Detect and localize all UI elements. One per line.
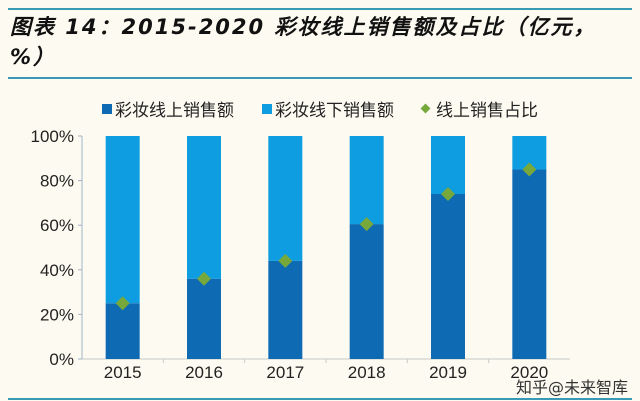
legend-label: 线上销售占比: [436, 101, 538, 121]
x-tick-label: 2016: [185, 363, 223, 382]
y-tick-label: 40%: [40, 261, 74, 280]
legend-item-offline: 彩妆线下销售额: [262, 96, 394, 121]
bar-online: [431, 193, 465, 359]
share-marker: [115, 296, 130, 311]
bar-online: [187, 278, 221, 359]
bar-offline: [431, 136, 465, 194]
legend-item-online: 彩妆线上销售额: [102, 96, 234, 121]
share-marker: [359, 217, 374, 232]
bottom-rule: [8, 398, 632, 400]
watermark: 知乎@未来智库: [515, 378, 628, 397]
title-top-rule: [8, 8, 632, 10]
x-tick-label: 2019: [429, 363, 467, 382]
chart-title: 图表 14：2015-2020 彩妆线上销售额及占比（亿元，%）: [10, 15, 597, 69]
legend-label: 彩妆线下销售额: [275, 101, 394, 121]
legend-swatch-offline: [262, 103, 272, 114]
bar-online: [268, 260, 303, 359]
bar-offline: [187, 136, 221, 279]
share-marker: [441, 186, 455, 201]
legend-label: 彩妆线上销售额: [115, 101, 234, 121]
bar-online: [512, 169, 547, 359]
bar-online: [349, 224, 384, 359]
share-marker: [522, 162, 537, 177]
share-marker: [278, 253, 293, 268]
legend-item-share: 线上销售占比: [420, 96, 538, 121]
title-bottom-rule: [8, 77, 632, 79]
y-tick-label: 0%: [49, 350, 74, 369]
share-marker: [197, 271, 211, 286]
y-tick-label: 100%: [31, 127, 74, 146]
y-tick-label: 20%: [40, 305, 74, 324]
x-tick-label: 2020: [510, 363, 548, 382]
bar-offline: [268, 136, 303, 261]
legend: 彩妆线上销售额 彩妆线下销售额 线上销售占比: [0, 96, 640, 121]
x-tick-label: 2017: [266, 363, 304, 382]
bar-offline: [105, 136, 140, 304]
bar-offline: [349, 136, 384, 225]
x-tick-label: 2018: [348, 363, 386, 382]
bar-online: [105, 303, 140, 359]
y-tick-label: 60%: [40, 216, 74, 235]
y-tick-label: 80%: [40, 172, 74, 191]
x-tick-label: 2015: [104, 363, 142, 382]
legend-swatch-online: [102, 103, 112, 114]
